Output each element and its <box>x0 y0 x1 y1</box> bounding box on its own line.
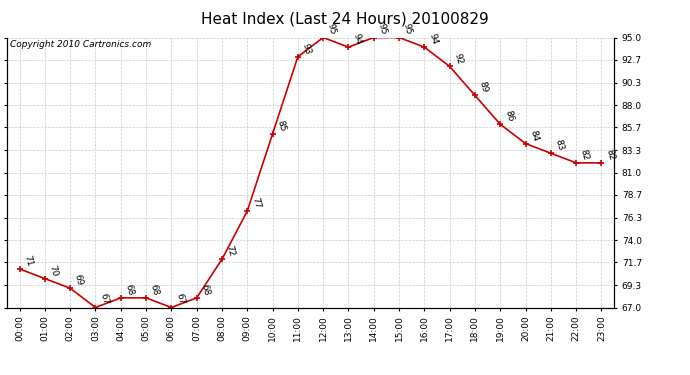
Text: 71: 71 <box>22 254 34 267</box>
Text: 82: 82 <box>579 148 591 162</box>
Text: Heat Index (Last 24 Hours) 20100829: Heat Index (Last 24 Hours) 20100829 <box>201 11 489 26</box>
Text: 82: 82 <box>604 148 616 162</box>
Text: 70: 70 <box>48 264 59 277</box>
Text: 95: 95 <box>326 22 337 36</box>
Text: 72: 72 <box>225 244 237 258</box>
Text: 89: 89 <box>477 81 489 94</box>
Text: 68: 68 <box>149 283 161 297</box>
Text: 94: 94 <box>351 32 363 46</box>
Text: 69: 69 <box>73 273 85 287</box>
Text: 68: 68 <box>124 283 135 297</box>
Text: 93: 93 <box>301 42 313 56</box>
Text: 77: 77 <box>250 196 262 210</box>
Text: 68: 68 <box>199 283 211 297</box>
Text: 92: 92 <box>453 52 464 65</box>
Text: 83: 83 <box>553 138 565 152</box>
Text: 84: 84 <box>529 129 540 142</box>
Text: 95: 95 <box>402 22 413 36</box>
Text: 95: 95 <box>377 22 388 36</box>
Text: 85: 85 <box>275 119 287 132</box>
Text: 94: 94 <box>427 32 439 46</box>
Text: 67: 67 <box>174 292 186 306</box>
Text: 67: 67 <box>98 292 110 306</box>
Text: Copyright 2010 Cartronics.com: Copyright 2010 Cartronics.com <box>10 40 151 49</box>
Text: 86: 86 <box>503 110 515 123</box>
